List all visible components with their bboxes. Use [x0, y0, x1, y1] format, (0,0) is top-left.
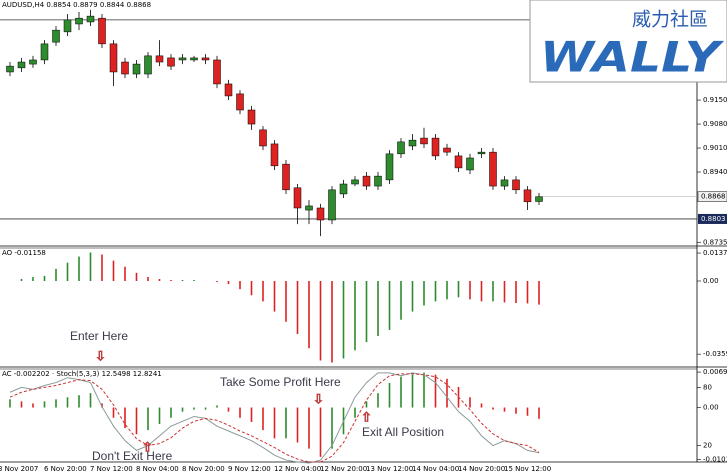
candle-body — [190, 57, 198, 61]
x-tick-label: 12 Nov 20:00 — [320, 465, 367, 473]
candle-body — [397, 141, 405, 155]
y-tick-label: 80 — [703, 383, 712, 391]
candle-body — [259, 129, 267, 147]
candle-body — [224, 83, 233, 97]
candle-body — [305, 205, 313, 211]
y-tick-label: 0.01372 — [703, 249, 727, 257]
candle-body — [63, 19, 72, 33]
x-tick-label: 9 Nov 12:00 — [228, 465, 271, 473]
candle-body — [236, 93, 244, 111]
candle-body — [362, 175, 371, 187]
candle-body — [443, 147, 451, 153]
y-tick-label: 0.8940 — [703, 168, 727, 176]
candle-body — [144, 55, 152, 75]
annotation: Exit All Position — [362, 425, 444, 439]
panel-title: AO -0.01158 — [2, 249, 46, 257]
candle-body — [52, 29, 60, 43]
candle-body — [109, 43, 118, 73]
candle-body — [431, 137, 440, 157]
x-tick-label: 12 Nov 04:00 — [274, 465, 321, 473]
x-tick-label: 13 Nov 12:00 — [366, 465, 413, 473]
candle-body — [201, 57, 210, 61]
candle-body — [408, 139, 417, 147]
candle-body — [489, 151, 497, 187]
candle-body — [385, 153, 394, 181]
candle-body — [454, 155, 463, 169]
y-tick-label: 0.9010 — [703, 144, 727, 152]
annotation: Don't Exit Here — [92, 449, 173, 463]
candle-body — [178, 57, 187, 61]
y-tick-label: 0.00 — [703, 404, 719, 412]
candle-body — [121, 61, 129, 75]
candle-body — [535, 196, 543, 202]
arrow-up: ⇧ — [142, 441, 153, 456]
panel-title: AC -0.002202 · Stoch(5,3,3) 12.5498 12.8… — [2, 370, 162, 378]
x-tick-label: 6 Nov 20:00 — [44, 465, 87, 473]
x-tick-label: 8 Nov 20:00 — [182, 465, 225, 473]
y-tick-label: 20 — [703, 442, 712, 450]
candle-body — [420, 137, 428, 145]
candle-body — [247, 109, 256, 125]
candle-body — [477, 151, 486, 155]
x-tick-label: 7 Nov 12:00 — [90, 465, 133, 473]
price-label: 0.8868 — [701, 193, 726, 201]
candle-body — [6, 65, 14, 73]
price-label-box — [698, 213, 727, 224]
y-tick-label: 0.9150 — [703, 96, 727, 104]
annotation: Take Some Profit Here — [220, 375, 341, 389]
candle-body — [523, 189, 532, 203]
candle-body — [512, 179, 520, 191]
x-tick-label: 14 Nov 20:00 — [458, 465, 505, 473]
x-tick-label: 15 Nov 12:00 — [504, 465, 551, 473]
candle-body — [29, 59, 37, 65]
price-label: 0.8803 — [701, 215, 726, 223]
logo-chinese: 威力社區 — [632, 9, 708, 31]
y-tick-label: -0.0359 — [703, 350, 727, 358]
candle-body — [167, 57, 175, 67]
candle-body — [293, 187, 302, 209]
candle-body — [270, 143, 279, 167]
stochastic-line — [9, 372, 540, 464]
chart-title: AUDUSD,H4 0.8854 0.8879 0.8844 0.8868 — [2, 1, 151, 9]
annotation: Enter Here — [70, 329, 128, 343]
y-tick-label: 0.00 — [703, 277, 719, 285]
candle-body — [155, 55, 164, 63]
logo-brand: WALLY — [540, 33, 724, 82]
price-label-box — [697, 191, 727, 202]
y-tick-label: -0.0101 — [703, 455, 727, 463]
x-tick-label: 3 Nov 2007 — [0, 465, 38, 473]
candle-body — [75, 17, 83, 25]
candle-body — [17, 61, 26, 69]
candle-body — [351, 179, 359, 185]
y-tick-label: 0.8735 — [703, 238, 727, 246]
candle-body — [40, 43, 49, 61]
candle-body — [316, 207, 325, 221]
candle-body — [500, 179, 509, 187]
candle-body — [132, 63, 141, 75]
candle-body — [282, 163, 290, 191]
candle-body — [328, 189, 336, 221]
x-tick-label: 8 Nov 04:00 — [136, 465, 179, 473]
logo-box — [529, 0, 727, 83]
x-tick-label: 14 Nov 04:00 — [412, 465, 459, 473]
candle-body — [374, 175, 382, 187]
logo: 威力社區 WALLY — [529, 0, 727, 83]
candle-body — [213, 59, 221, 85]
y-tick-label: 0.9080 — [703, 120, 727, 128]
candle-body — [339, 183, 348, 195]
candle-body — [86, 15, 95, 23]
candle-body — [98, 17, 106, 45]
stochastic-line — [9, 373, 540, 463]
candle-body — [466, 157, 474, 171]
arrow-down: ⇩ — [95, 350, 106, 365]
arrow-down: ⇩ — [313, 393, 324, 408]
arrow-up: ⇧ — [361, 411, 372, 426]
